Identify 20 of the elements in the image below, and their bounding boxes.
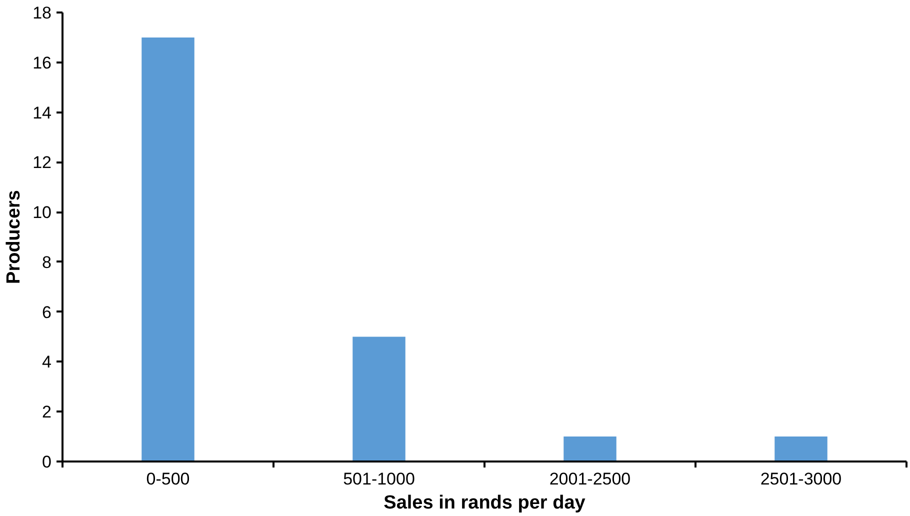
x-tick-label: 0-500 [146,470,190,488]
y-tick-label: 6 [42,302,52,322]
bar [774,436,828,462]
y-tick-label: 14 [32,103,52,122]
y-tick-label: 10 [32,203,52,222]
bar [564,436,616,462]
bar [352,336,406,462]
y-tick-label: 0 [42,452,52,472]
x-tick-label: 2001-2500 [549,470,631,488]
bar [142,37,194,462]
y-tick-label: 18 [32,4,52,22]
y-tick-label: 8 [42,252,52,272]
y-tick-label: 2 [42,402,52,422]
x-axis-title: Sales in rands per day [384,492,586,514]
y-axis-title: Producers [4,190,25,284]
y-tick-label: 12 [32,153,52,172]
x-tick-label: 501-1000 [343,470,415,488]
y-tick-label: 16 [32,53,52,72]
x-tick-label: 2501-3000 [760,470,842,488]
y-tick-label: 4 [42,352,52,372]
